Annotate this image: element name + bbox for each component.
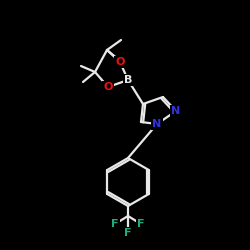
Text: F: F (111, 219, 119, 229)
Text: N: N (152, 119, 162, 129)
Text: O: O (103, 82, 113, 92)
Text: O: O (115, 57, 125, 67)
Text: N: N (172, 106, 180, 116)
Text: F: F (137, 219, 145, 229)
Text: B: B (124, 75, 132, 85)
Text: F: F (124, 228, 132, 238)
